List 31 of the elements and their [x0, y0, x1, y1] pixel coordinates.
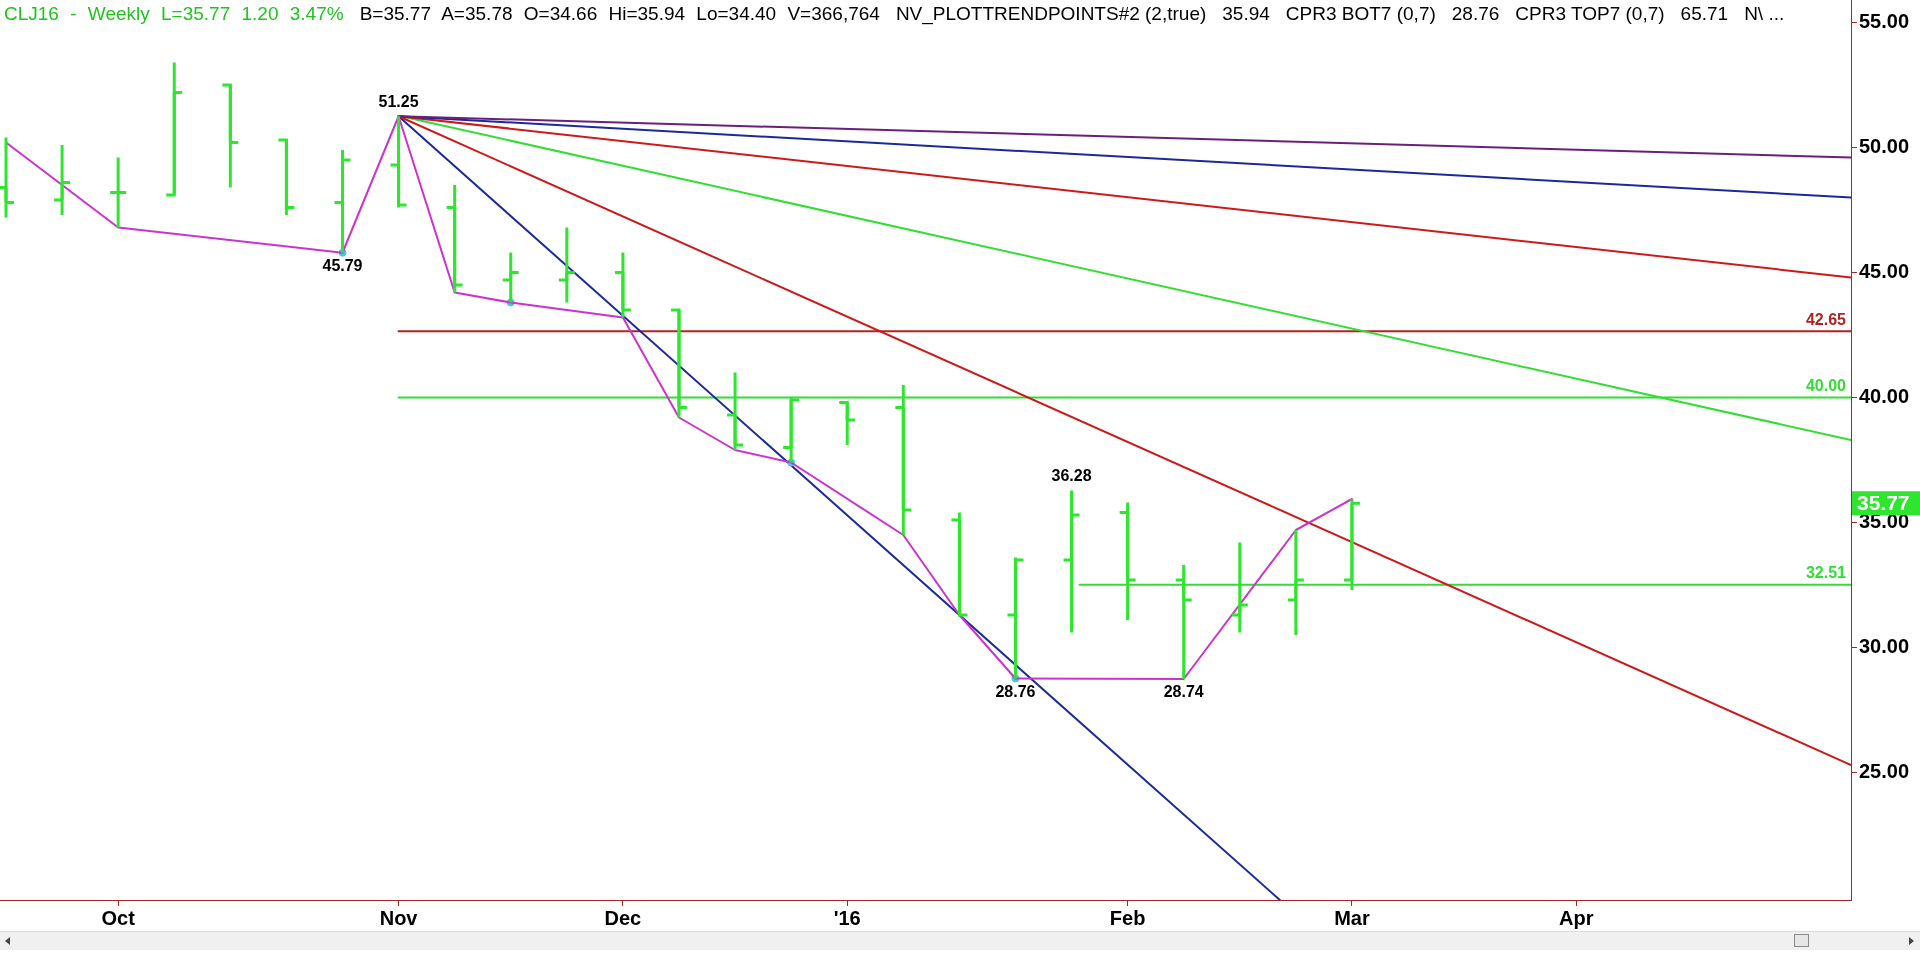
y-tick-label: 55.00 [1859, 10, 1910, 33]
annotation: 36.28 [1051, 466, 1092, 484]
x-tick-label: Apr [1559, 906, 1594, 929]
annotation: 28.74 [1163, 683, 1204, 701]
annotation: CPR3 TOP7 (0,7) [1515, 3, 1665, 25]
x-tick-label: Oct [101, 906, 136, 929]
annotation: 51.25 [378, 92, 419, 110]
y-tick-label: 30.00 [1859, 635, 1910, 658]
x-tick-label: Mar [1334, 906, 1370, 929]
annotation: 45.79 [322, 257, 363, 275]
annotation: 35.94 [1222, 3, 1270, 25]
x-tick-label: Feb [1109, 906, 1146, 929]
annotation: 65.71 [1680, 3, 1729, 25]
x-tick-label: Dec [604, 906, 642, 929]
y-tick-label: 50.00 [1859, 135, 1910, 158]
data-label: 32.51 [1805, 564, 1847, 582]
chart-title: CLJ16 - Weekly L=35.77 1.20 3.47% [4, 3, 344, 25]
y-tick-label: 25.00 [1859, 760, 1910, 783]
text: 35.77 [1857, 491, 1910, 515]
annotation: 28.76 [1451, 3, 1500, 25]
chart-subtitle: B=35.77 A=35.78 O=34.66 Hi=35.94 Lo=34.40 V=366,764 [359, 3, 880, 25]
annotation: 28.76 [995, 682, 1036, 700]
y-tick-label: 40.00 [1859, 385, 1910, 408]
x-tick-label: '16 [833, 906, 861, 929]
annotation: N\ ... [1744, 3, 1785, 25]
annotation: CPR3 BOT7 (0,7) [1285, 3, 1436, 25]
y-tick-label: 45.00 [1859, 260, 1910, 283]
data-label: 40.00 [1805, 376, 1847, 394]
x-tick-label: Nov [379, 906, 419, 929]
data-label: 42.65 [1805, 310, 1847, 328]
annotation: NV_PLOTTRENDPOINTS#2 (2,true) [895, 3, 1207, 25]
